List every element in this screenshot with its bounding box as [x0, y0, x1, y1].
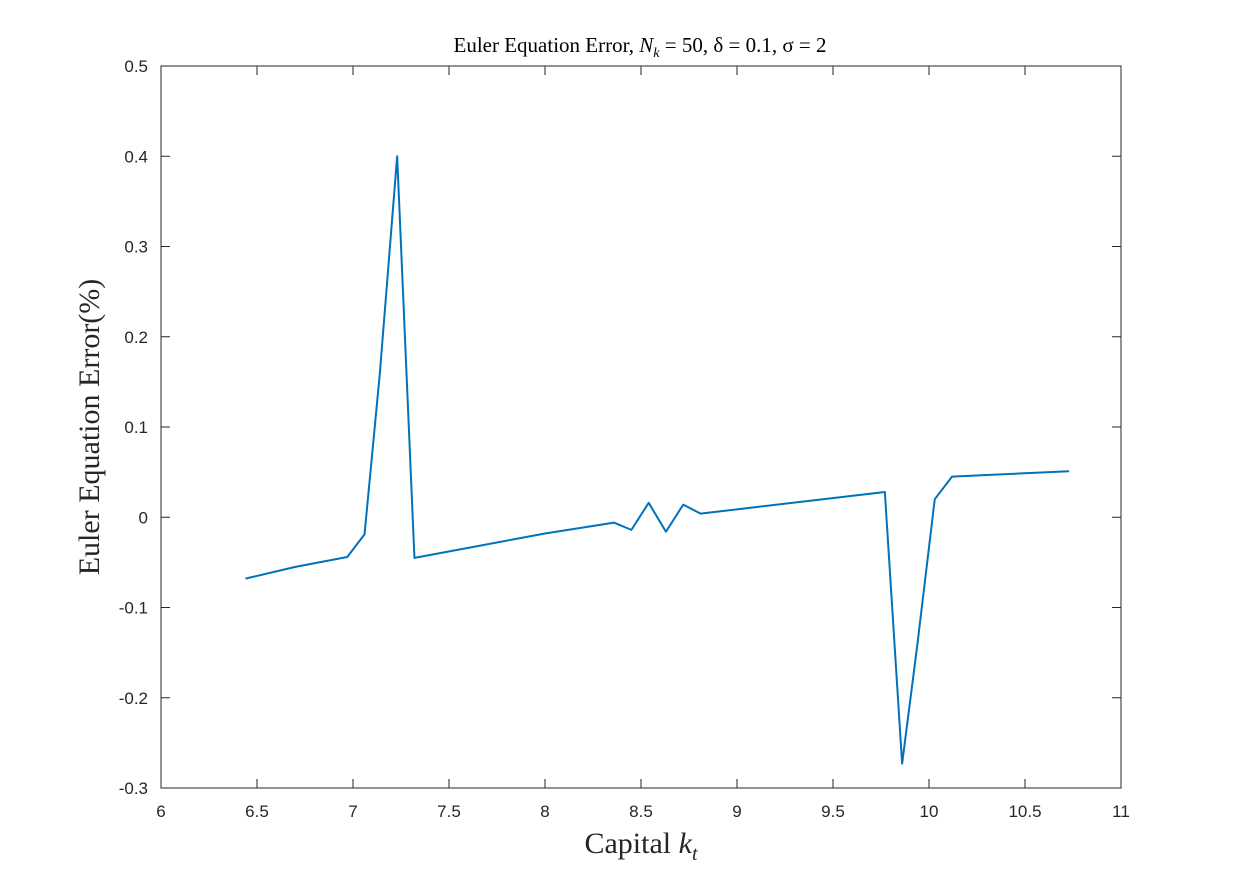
y-tick-label: -0.2 [119, 689, 148, 708]
y-tick-label: -0.1 [119, 599, 148, 618]
x-axis-label: Capital kt [584, 827, 697, 865]
x-tick-label: 6 [156, 802, 165, 821]
axis-ticks [160, 65, 1122, 789]
x-tick-label: 9 [732, 802, 741, 821]
y-tick-label: 0 [139, 508, 148, 527]
y-tick-label: 0.2 [124, 328, 148, 347]
y-axis-label: Euler Equation Error(%) [73, 279, 106, 576]
y-tick-label: -0.3 [119, 779, 148, 798]
x-tick-labels: 6 6.5 7 7.5 8 8.5 9 9.5 10 10.5 11 [156, 802, 1130, 821]
x-tick-label: 11 [1112, 802, 1130, 821]
x-tick-label: 7.5 [437, 802, 461, 821]
x-tick-label: 10 [920, 802, 939, 821]
x-tick-label: 9.5 [821, 802, 845, 821]
y-tick-labels: -0.3 -0.2 -0.1 0 0.1 0.2 0.3 0.4 0.5 [119, 57, 148, 798]
x-tick-label: 8 [540, 802, 549, 821]
y-tick-label: 0.5 [124, 57, 148, 76]
chart-title: Euler Equation Error, Nk = 50, δ = 0.1, … [454, 33, 827, 61]
plot-frame [160, 65, 1122, 789]
y-tick-label: 0.3 [124, 238, 148, 257]
x-tick-label: 6.5 [245, 802, 269, 821]
y-tick-label: 0.1 [124, 418, 148, 437]
series-line [245, 155, 1070, 765]
y-tick-label: 0.4 [124, 147, 148, 166]
x-tick-label: 7 [348, 802, 357, 821]
x-tick-label: 8.5 [629, 802, 653, 821]
x-tick-label: 10.5 [1008, 802, 1041, 821]
